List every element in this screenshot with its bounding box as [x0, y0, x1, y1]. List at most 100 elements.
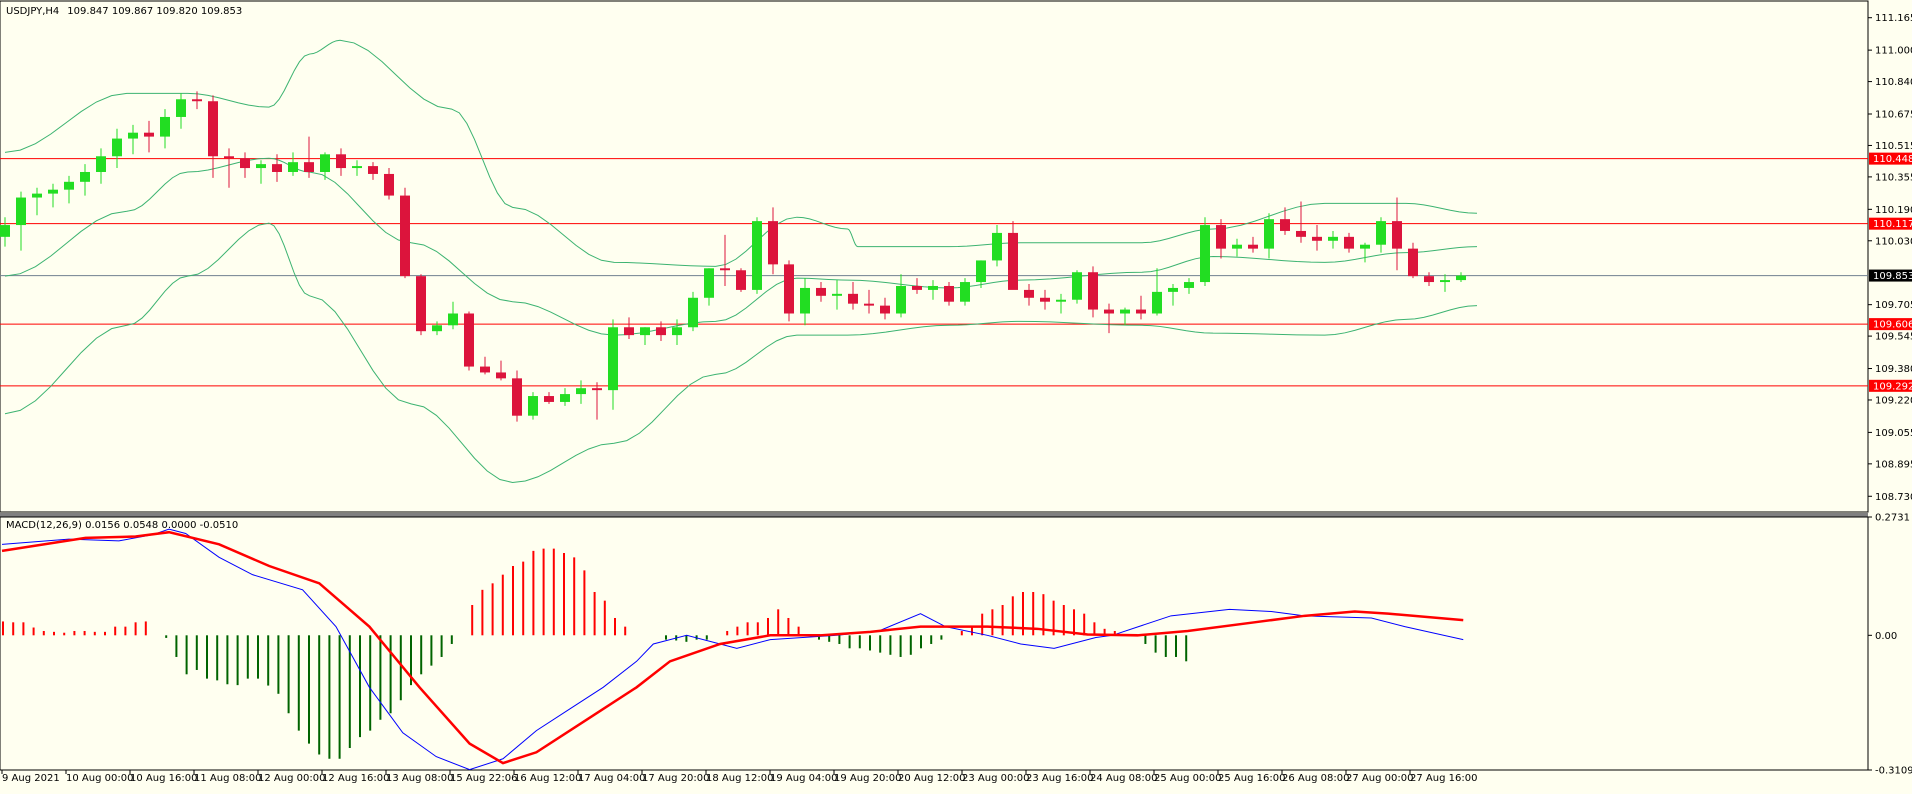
- bullish-candle[interactable]: [1328, 230, 1338, 249]
- bullish-candle[interactable]: [352, 160, 362, 176]
- bearish-candle[interactable]: [336, 148, 346, 176]
- bearish-candle[interactable]: [1024, 284, 1034, 306]
- bullish-candle[interactable]: [608, 319, 618, 410]
- bullish-candle[interactable]: [1056, 293, 1066, 314]
- bullish-candle[interactable]: [752, 217, 762, 294]
- bullish-candle[interactable]: [320, 152, 330, 180]
- bullish-candle[interactable]: [1168, 284, 1178, 306]
- bullish-candle[interactable]: [160, 109, 170, 149]
- bearish-candle[interactable]: [656, 321, 666, 342]
- bullish-candle[interactable]: [528, 392, 538, 420]
- bearish-candle[interactable]: [784, 260, 794, 322]
- bullish-candle[interactable]: [256, 160, 266, 184]
- bearish-candle[interactable]: [1136, 295, 1146, 320]
- bullish-candle[interactable]: [896, 274, 906, 318]
- bearish-candle[interactable]: [480, 356, 490, 375]
- time-tick-label: 11 Aug 08:00: [194, 773, 261, 784]
- bearish-candle[interactable]: [512, 370, 522, 422]
- bullish-candle[interactable]: [976, 260, 986, 288]
- price-panel[interactable]: 111.165 111.000 110.840 110.675 110.515 110.3…: [0, 0, 1912, 513]
- bearish-candle[interactable]: [1424, 272, 1434, 286]
- bearish-candle[interactable]: [240, 152, 250, 178]
- bearish-candle[interactable]: [304, 136, 314, 178]
- bullish-candle[interactable]: [448, 301, 458, 330]
- bearish-candle[interactable]: [592, 382, 602, 420]
- bullish-candle[interactable]: [128, 124, 138, 155]
- bearish-candle[interactable]: [208, 95, 218, 178]
- bearish-candle[interactable]: [464, 311, 474, 371]
- bullish-candle[interactable]: [48, 183, 58, 208]
- bullish-candle[interactable]: [640, 327, 650, 345]
- bearish-candle[interactable]: [144, 120, 154, 153]
- bearish-candle[interactable]: [1104, 303, 1114, 334]
- bearish-candle[interactable]: [400, 187, 410, 279]
- bullish-candle[interactable]: [560, 388, 570, 406]
- bullish-candle[interactable]: [704, 268, 714, 306]
- bullish-candle[interactable]: [1440, 274, 1450, 292]
- bearish-candle[interactable]: [1040, 289, 1050, 310]
- bearish-candle[interactable]: [624, 317, 634, 340]
- bearish-candle[interactable]: [496, 360, 506, 381]
- bullish-candle[interactable]: [928, 280, 938, 300]
- bearish-candle[interactable]: [1408, 242, 1418, 279]
- bearish-candle[interactable]: [416, 274, 426, 336]
- bearish-candle[interactable]: [880, 297, 890, 320]
- bearish-candle[interactable]: [864, 289, 874, 314]
- bearish-candle[interactable]: [224, 148, 234, 188]
- bullish-candle[interactable]: [1360, 242, 1370, 263]
- bearish-candle[interactable]: [848, 282, 858, 310]
- candle-body: [800, 287, 810, 314]
- bullish-candle[interactable]: [1184, 278, 1194, 294]
- bearish-candle[interactable]: [736, 268, 746, 292]
- bullish-candle[interactable]: [1376, 217, 1386, 253]
- bullish-candle[interactable]: [112, 128, 122, 169]
- bullish-candle[interactable]: [16, 191, 26, 251]
- bullish-candle[interactable]: [0, 217, 10, 247]
- panel-splitter[interactable]: [0, 513, 1868, 517]
- bearish-candle[interactable]: [1216, 219, 1226, 259]
- candle-body: [1264, 219, 1274, 249]
- bearish-candle[interactable]: [816, 282, 826, 302]
- bullish-candle[interactable]: [176, 93, 186, 129]
- bullish-candle[interactable]: [1200, 217, 1210, 286]
- bullish-candle[interactable]: [432, 321, 442, 336]
- bearish-candle[interactable]: [192, 91, 202, 110]
- bullish-candle[interactable]: [32, 187, 42, 216]
- bearish-candle[interactable]: [768, 207, 778, 275]
- bearish-candle[interactable]: [368, 162, 378, 180]
- bearish-candle[interactable]: [1312, 225, 1322, 251]
- bullish-candle[interactable]: [672, 319, 682, 345]
- bearish-candle[interactable]: [1088, 266, 1098, 318]
- bearish-candle[interactable]: [912, 278, 922, 294]
- bullish-candle[interactable]: [64, 175, 74, 204]
- bullish-candle[interactable]: [288, 152, 298, 176]
- bullish-candle[interactable]: [832, 280, 842, 310]
- macd-panel[interactable]: 0.2731 0.00 -0.3109 MACD(12,26,9) 0.0156 0…: [0, 513, 1912, 777]
- bearish-candle[interactable]: [944, 282, 954, 306]
- bullish-candle[interactable]: [1152, 268, 1162, 316]
- bearish-candle[interactable]: [720, 234, 730, 286]
- bullish-candle[interactable]: [688, 291, 698, 332]
- bullish-candle[interactable]: [1232, 238, 1242, 257]
- bullish-candle[interactable]: [960, 278, 970, 306]
- bullish-candle[interactable]: [1072, 270, 1082, 304]
- bearish-candle[interactable]: [1344, 232, 1354, 253]
- bullish-candle[interactable]: [80, 164, 90, 196]
- candle-body: [1248, 244, 1258, 249]
- bearish-candle[interactable]: [384, 168, 394, 200]
- bearish-candle[interactable]: [1392, 197, 1402, 271]
- bearish-candle[interactable]: [1008, 221, 1018, 290]
- bearish-candle[interactable]: [272, 154, 282, 182]
- bullish-candle[interactable]: [1456, 272, 1466, 283]
- bearish-candle[interactable]: [1296, 201, 1306, 243]
- bearish-candle[interactable]: [1248, 236, 1258, 253]
- bullish-candle[interactable]: [1264, 213, 1274, 259]
- bullish-candle[interactable]: [576, 380, 586, 404]
- bullish-candle[interactable]: [800, 278, 810, 326]
- bullish-candle[interactable]: [992, 225, 1002, 267]
- bearish-candle[interactable]: [544, 392, 554, 404]
- bullish-candle[interactable]: [1120, 307, 1130, 326]
- bearish-candle[interactable]: [1280, 207, 1290, 235]
- bullish-candle[interactable]: [96, 148, 106, 184]
